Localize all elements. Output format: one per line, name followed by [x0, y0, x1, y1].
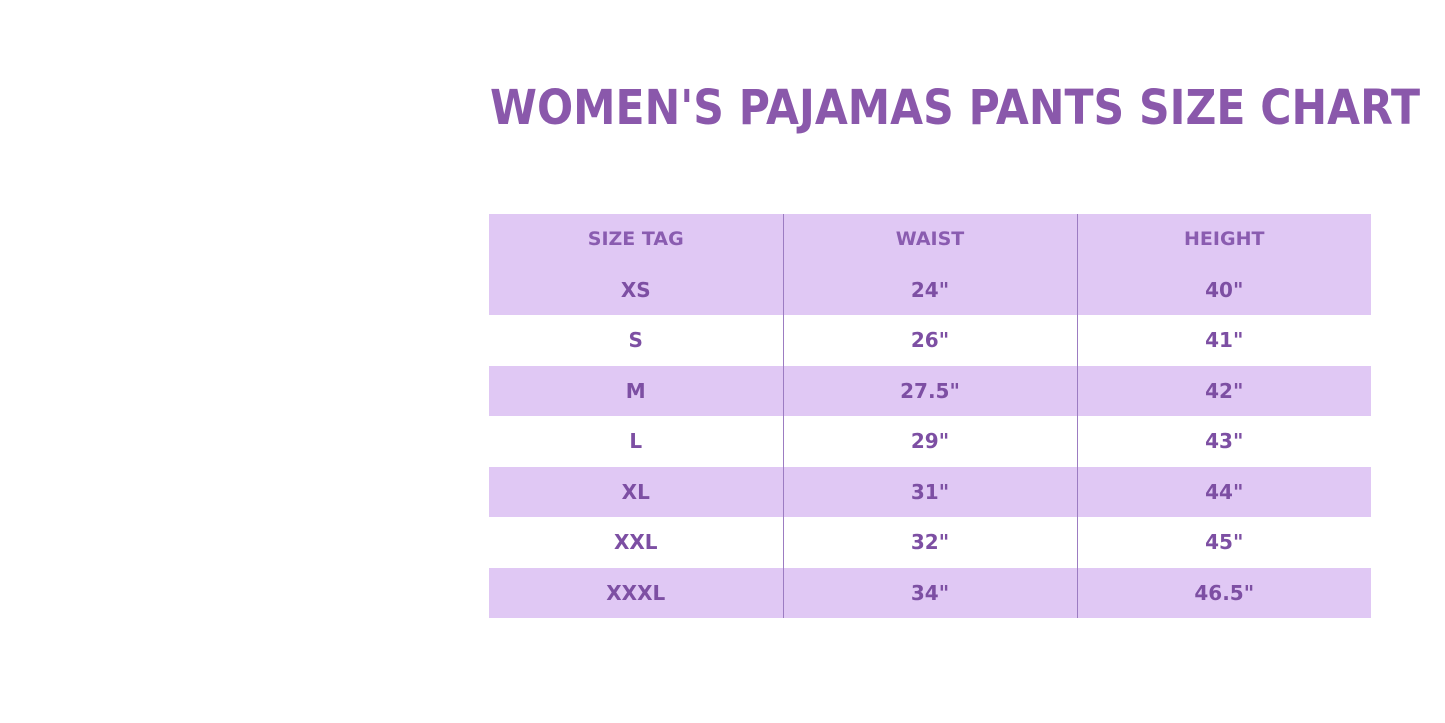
table-row: M 27.5" 42" [489, 365, 1371, 416]
table-cell: XXL [613, 530, 658, 555]
table-cell: 46.5" [1076, 567, 1371, 618]
table-row: XL 31" 44" [489, 466, 1371, 517]
table-cell: 29" [782, 416, 1077, 467]
table-row: XS 24" 40" [489, 264, 1371, 315]
table-header: SIZE TAG WAIST HEIGHT [489, 214, 1371, 265]
table-cell: 24" [782, 264, 1077, 315]
table-row: L 29" 43" [489, 416, 1371, 467]
column-header: HEIGHT [1076, 214, 1371, 265]
title: WOMEN'S PAJAMAS PANTS SIZE CHART [490, 80, 1420, 136]
table-row: XXL 32" 45" [489, 517, 1371, 568]
table-cell: 26" [782, 315, 1077, 366]
table-cell: 34" [782, 567, 1077, 618]
column-header: SIZE TAG [587, 228, 684, 251]
table-cell: 41" [1076, 315, 1371, 366]
table-cell: L [629, 429, 643, 454]
table-cell: 40" [1076, 264, 1371, 315]
table-cell: S [628, 328, 643, 353]
table-row: XXXL 34" 46.5" [489, 567, 1371, 618]
table-cell: 43" [1076, 416, 1371, 467]
table-cell: 45" [1076, 517, 1371, 568]
table-cell: 27.5" [782, 365, 1077, 416]
table-cell: XS [620, 277, 651, 302]
table-cell: 32" [782, 517, 1077, 568]
table-cell: 42" [1076, 365, 1371, 416]
column-header: WAIST [782, 214, 1077, 265]
table-cell: M [625, 378, 646, 403]
title-area: WOMEN'S PAJAMAS PANTS SIZE CHART [490, 80, 1420, 136]
size-table: SIZE TAG WAIST HEIGHT XS 24" 40" S 26" 41" M 27.5… [489, 214, 1371, 618]
table-cell: XXXL [606, 580, 666, 605]
table-cell: 31" [782, 466, 1077, 517]
table-row: S 26" 41" [489, 315, 1371, 366]
table-cell: XL [621, 479, 650, 504]
table-cell: 44" [1076, 466, 1371, 517]
table-body: XS 24" 40" S 26" 41" M 27.5" 42" L 29" 43" XL 31" 44" X… [489, 264, 1371, 618]
header-row: SIZE TAG WAIST HEIGHT [489, 214, 1371, 265]
